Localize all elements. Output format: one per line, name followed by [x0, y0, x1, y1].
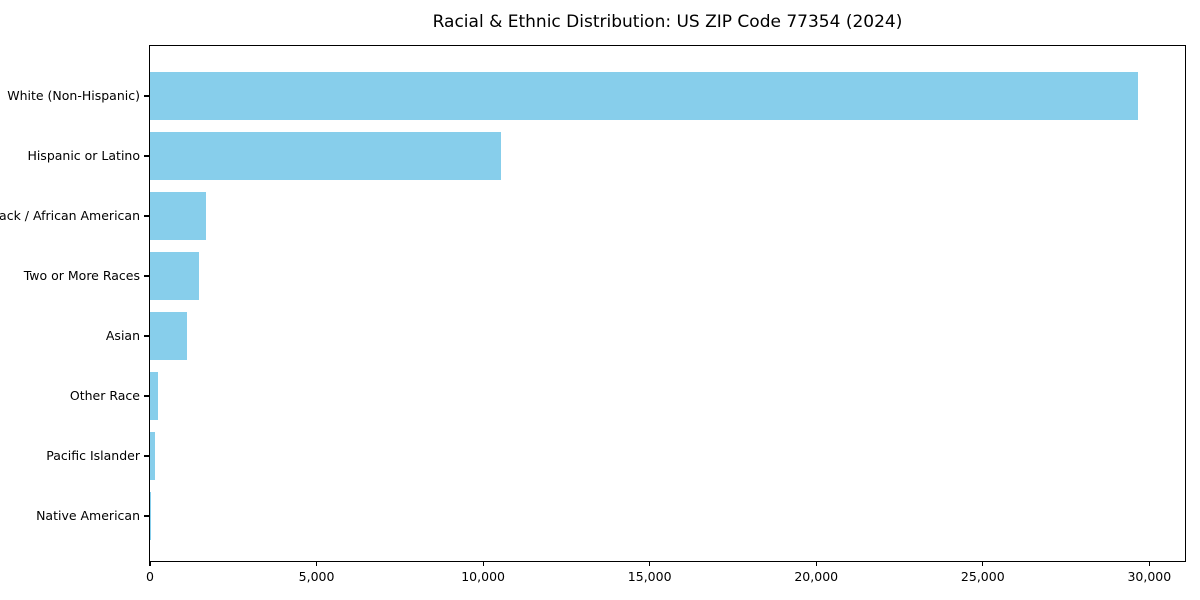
x-tick-label: 0: [146, 569, 154, 584]
x-tick-mark: [482, 561, 484, 566]
y-tick-mark: [144, 155, 149, 157]
y-tick-label: Other Race: [69, 388, 140, 403]
y-tick-label: Black / African American: [0, 208, 140, 223]
y-tick-mark: [144, 515, 149, 517]
plot-area: White (Non-Hispanic) Hispanic or Latino Bl…: [0, 45, 1186, 584]
x-tick-label: 25,000: [960, 569, 1005, 584]
y-tick-label: Asian: [105, 328, 140, 343]
x-tick-mark: [315, 561, 318, 566]
x-tick-label: 15,000: [627, 569, 672, 584]
y-tick-label: White (Non-Hispanic): [7, 88, 140, 103]
y-tick-mark: [144, 95, 149, 97]
x-tick-mark: [1148, 561, 1150, 566]
bar: [150, 72, 1138, 120]
x-tick-label: 10,000: [461, 569, 505, 584]
y-tick-mark: [144, 215, 149, 217]
bar: [150, 492, 151, 540]
bar: [150, 312, 188, 360]
x-tick-label: 20,000: [794, 569, 839, 584]
y-tick-mark: [144, 275, 149, 277]
bar: [150, 372, 158, 420]
x-tick-mark: [649, 561, 651, 566]
y-tick-mark: [144, 455, 149, 457]
x-tick-mark: [149, 561, 151, 566]
bar: [150, 432, 156, 480]
x-tick-label: 30,000: [1127, 569, 1172, 584]
y-tick-label: Native American: [36, 508, 140, 523]
bar: [150, 252, 199, 300]
y-tick-label: Two or More Races: [23, 268, 140, 283]
y-tick-label: Hispanic or Latino: [27, 148, 140, 163]
bar: [150, 132, 502, 180]
chart-title: Racial & Ethnic Distribution: US ZIP Cod…: [432, 12, 903, 32]
x-tick-mark: [982, 561, 984, 566]
y-tick-mark: [144, 335, 149, 337]
y-tick-label: Pacific Islander: [46, 448, 140, 463]
x-tick-label: 5,000: [298, 569, 335, 584]
bar: [150, 192, 206, 240]
x-tick-mark: [815, 561, 817, 566]
y-tick-mark: [144, 395, 149, 397]
